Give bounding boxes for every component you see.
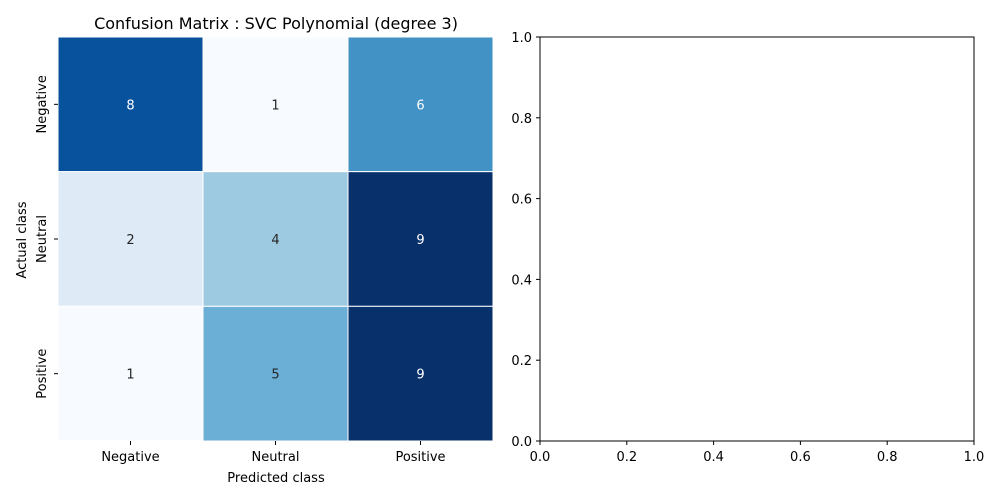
heatmap-cell-r0-c1 (202, 36, 349, 173)
empty-axes-y-tick-label: 1.0 (511, 31, 532, 46)
empty-axes-y-tick-label: 0.8 (511, 112, 532, 127)
empty-axes-panel: 0.0 0.2 0.4 0.6 0.8 1.0 0.0 0.2 0.4 0.6 0.8 1.0 (511, 31, 984, 465)
empty-axes-y-tick-label: 0.0 (511, 435, 532, 450)
heatmap-y-tick-label: Negative (35, 75, 50, 133)
heatmap-y-tick-label: Neutral (35, 215, 50, 263)
heatmap-x-tick-label: Negative (101, 450, 159, 465)
heatmap-x-tick-label: Positive (395, 450, 445, 465)
empty-axes-y-ticks: 0.0 0.2 0.4 0.6 0.8 1.0 (511, 31, 540, 450)
empty-axes-x-tick-label: 0.4 (703, 450, 724, 465)
heatmap-x-ticks: Negative Neutral Positive (101, 441, 446, 465)
heatmap-cell-r1-c0 (57, 171, 204, 307)
heatmap-x-axis-label: Predicted class (227, 471, 325, 486)
heatmap-cell-label-r0-c2: 6 (416, 98, 424, 113)
empty-axes-x-tick-label: 0.2 (616, 450, 637, 465)
heatmap-cell-label-r2-c2: 9 (416, 368, 424, 383)
empty-axes-y-tick-label: 0.6 (511, 193, 532, 208)
heatmap-cell-labels: 8 1 6 2 4 9 1 5 9 (126, 98, 424, 382)
heatmap-cell-label-r0-c0: 8 (126, 98, 134, 113)
heatmap-cell-label-r1-c2: 9 (416, 233, 424, 248)
heatmap-cell-r2-c1 (202, 305, 349, 442)
heatmap-cell-r0-c0 (57, 36, 204, 173)
empty-axes-x-ticks: 0.0 0.2 0.4 0.6 0.8 1.0 (530, 441, 985, 465)
empty-axes-x-tick-label: 0.6 (790, 450, 811, 465)
empty-axes-x-tick-label: 0.0 (530, 450, 551, 465)
heatmap-cell-label-r2-c0: 1 (126, 368, 134, 383)
heatmap-x-tick-label: Neutral (252, 450, 300, 465)
heatmap-y-axis-label: Actual class (15, 201, 30, 278)
empty-axes-y-tick-label: 0.4 (511, 273, 532, 288)
heatmap-cell-r2-c2 (347, 305, 494, 442)
heatmap-cell-label-r2-c1: 5 (271, 368, 279, 383)
confusion-matrix-panel: Confusion Matrix : SVC Polynomial (degre… (15, 14, 494, 486)
empty-axes-x-tick-label: 0.8 (877, 450, 898, 465)
empty-axes-x-tick-label: 1.0 (964, 450, 985, 465)
empty-axes-frame (539, 36, 975, 442)
heatmap-y-tick-label: Positive (35, 349, 50, 399)
empty-axes-y-tick-label: 0.2 (511, 354, 532, 369)
heatmap-cell-r0-c2 (347, 36, 494, 173)
heatmap-y-ticks: Negative Neutral Positive (35, 75, 58, 399)
heatmap-cell-label-r0-c1: 1 (271, 98, 279, 113)
heatmap-cell-r2-c0 (57, 305, 204, 442)
heatmap-cell-label-r1-c1: 4 (271, 233, 279, 248)
heatmap-cells (57, 36, 494, 442)
heatmap-title: Confusion Matrix : SVC Polynomial (degre… (94, 14, 458, 33)
heatmap-cell-label-r1-c0: 2 (126, 233, 134, 248)
